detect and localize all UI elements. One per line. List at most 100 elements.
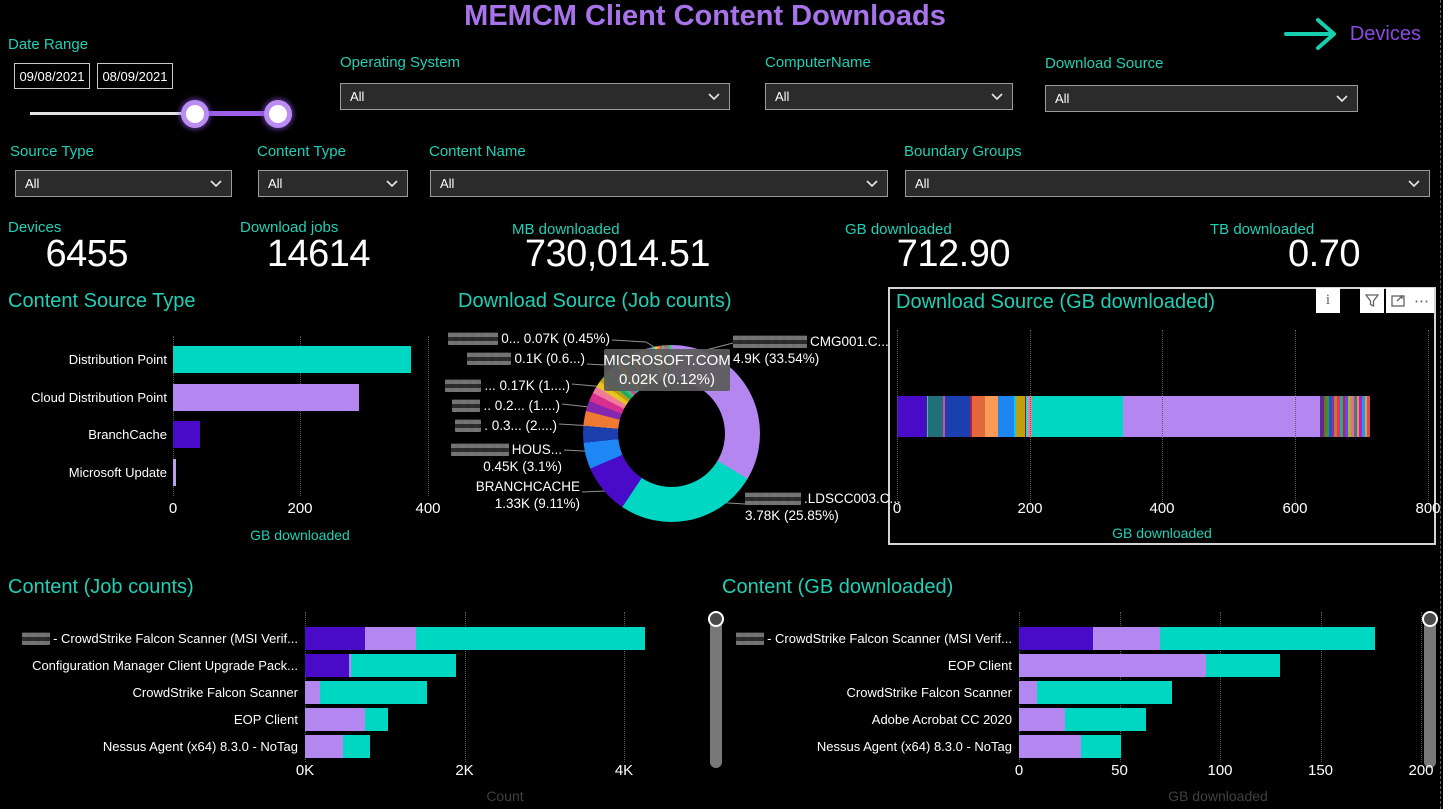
stacked-bar-segment[interactable] <box>1334 396 1337 437</box>
bar-segment[interactable] <box>305 681 321 704</box>
bar-segment[interactable] <box>1205 654 1281 677</box>
focus-mode-icon[interactable] <box>1386 288 1410 313</box>
stacked-bar-segment[interactable] <box>943 396 945 437</box>
chevron-down-icon <box>708 92 720 100</box>
stacked-bar-segment[interactable] <box>1015 396 1026 437</box>
stacked-bar-segment[interactable] <box>985 396 998 437</box>
stacked-bar-segment[interactable] <box>1025 396 1027 437</box>
bar-segment[interactable] <box>1019 735 1082 758</box>
bar-segment[interactable] <box>351 654 456 677</box>
download-source-dropdown[interactable]: All <box>1045 85 1358 112</box>
bar-segment[interactable] <box>305 735 344 758</box>
stacked-bar-segment[interactable] <box>1361 396 1365 437</box>
stacked-bar-segment[interactable] <box>1342 396 1346 437</box>
date-slider-selected-range[interactable] <box>194 111 277 116</box>
date-start-input[interactable]: 09/08/2021 <box>14 63 90 89</box>
operating-system-dropdown[interactable]: All <box>340 83 730 110</box>
bar-segment[interactable] <box>364 708 388 731</box>
content-name-dropdown[interactable]: All <box>430 170 888 197</box>
bar-segment[interactable] <box>320 681 427 704</box>
stacked-bar-segment[interactable] <box>897 396 927 437</box>
bar-segment[interactable] <box>348 654 352 677</box>
stacked-row-bar[interactable] <box>1019 735 1122 758</box>
bar-segment[interactable] <box>1019 708 1066 731</box>
stacked-bar-segment[interactable] <box>1364 396 1368 437</box>
stacked-bar-segment[interactable] <box>1359 396 1362 437</box>
stacked-bar-segment[interactable] <box>1354 396 1357 437</box>
stacked-bar-segment[interactable] <box>1028 396 1032 437</box>
bar-segment[interactable] <box>1093 627 1160 650</box>
axis-tick-label: 200 <box>1408 762 1434 779</box>
bar-segment[interactable] <box>305 654 349 677</box>
bar-segment[interactable] <box>343 735 371 758</box>
bar-segment[interactable] <box>364 627 416 650</box>
stacked-row-bar[interactable] <box>305 681 427 704</box>
stacked-row-bar[interactable] <box>305 735 371 758</box>
stacked-bar-segment[interactable] <box>1348 396 1351 437</box>
download-source-jobs-title: Download Source (Job counts) <box>458 290 732 312</box>
bar-segment[interactable] <box>1019 681 1038 704</box>
more-options-icon[interactable]: ⋯ <box>1410 288 1434 313</box>
filter-icon[interactable] <box>1360 288 1384 313</box>
stacked-bar-segment[interactable] <box>1122 396 1321 437</box>
stacked-bar-segment[interactable] <box>969 396 972 437</box>
stacked-bar-segment[interactable] <box>971 396 986 437</box>
bar-segment[interactable] <box>173 384 359 411</box>
content-type-dropdown[interactable]: All <box>258 170 408 197</box>
source-type-dropdown[interactable]: All <box>15 170 232 197</box>
bar-segment[interactable] <box>305 627 365 650</box>
date-end-input[interactable]: 08/09/2021 <box>97 63 173 89</box>
bar-segment[interactable] <box>1065 708 1146 731</box>
stacked-bar-segment[interactable] <box>997 396 1014 437</box>
source-type-label: Source Type <box>10 143 94 160</box>
stacked-row-bar[interactable] <box>1019 681 1172 704</box>
bar-segment[interactable] <box>305 708 365 731</box>
computer-name-dropdown[interactable]: All <box>765 83 1013 110</box>
stacked-bar-segment[interactable] <box>1031 396 1123 437</box>
stacked-bar-segment[interactable] <box>944 396 970 437</box>
stacked-bar-segment[interactable] <box>1320 396 1324 437</box>
stacked-bar-segment[interactable] <box>1323 396 1327 437</box>
bar-segment[interactable] <box>173 346 411 373</box>
stacked-bar-segment[interactable] <box>1345 396 1349 437</box>
gridline <box>428 336 429 496</box>
y-zoom-slider[interactable] <box>708 611 724 768</box>
stacked-bar-segment[interactable] <box>1367 396 1370 437</box>
boundary-groups-dropdown[interactable]: All <box>905 170 1430 197</box>
stacked-row-bar[interactable] <box>305 708 388 731</box>
download-source-gb-stacked-bar[interactable] <box>897 396 1370 437</box>
stacked-row-bar[interactable] <box>1019 654 1281 677</box>
date-slider-handle-start[interactable] <box>181 100 209 128</box>
date-slider-track[interactable] <box>30 112 194 115</box>
bar-segment[interactable] <box>1019 654 1206 677</box>
axis-tick-label: 100 <box>1207 762 1233 779</box>
y-zoom-slider[interactable] <box>1422 611 1438 768</box>
y-zoom-slider-handle[interactable] <box>1422 611 1438 627</box>
stacked-row-bar[interactable] <box>1019 627 1375 650</box>
stacked-bar-segment[interactable] <box>1350 396 1355 437</box>
stacked-bar-segment[interactable] <box>1336 396 1341 437</box>
stacked-row-bar[interactable] <box>1019 708 1146 731</box>
stacked-bar-segment[interactable] <box>1331 396 1335 437</box>
stacked-bar-segment[interactable] <box>1328 396 1332 437</box>
bar-segment[interactable] <box>173 421 200 448</box>
bar-segment[interactable] <box>415 627 645 650</box>
date-slider-handle-end[interactable] <box>264 100 292 128</box>
stacked-bar-segment[interactable] <box>1326 396 1329 437</box>
stacked-row-bar[interactable] <box>305 627 645 650</box>
stacked-bar-segment[interactable] <box>926 396 929 437</box>
nav-devices-button[interactable]: Devices <box>1283 14 1421 54</box>
stacked-bar-segment[interactable] <box>1013 396 1016 437</box>
bar-segment[interactable] <box>1037 681 1172 704</box>
stacked-bar-segment[interactable] <box>1356 396 1360 437</box>
y-zoom-slider-handle[interactable] <box>708 611 724 627</box>
stacked-bar-segment[interactable] <box>928 396 944 437</box>
bar-segment[interactable] <box>1159 627 1375 650</box>
bar-segment[interactable] <box>173 459 176 486</box>
stacked-bar-segment[interactable] <box>1340 396 1343 437</box>
stacked-bar-segment[interactable] <box>1026 396 1029 437</box>
info-icon[interactable]: i <box>1316 288 1340 313</box>
bar-segment[interactable] <box>1081 735 1122 758</box>
stacked-row-bar[interactable] <box>305 654 456 677</box>
bar-segment[interactable] <box>1019 627 1094 650</box>
